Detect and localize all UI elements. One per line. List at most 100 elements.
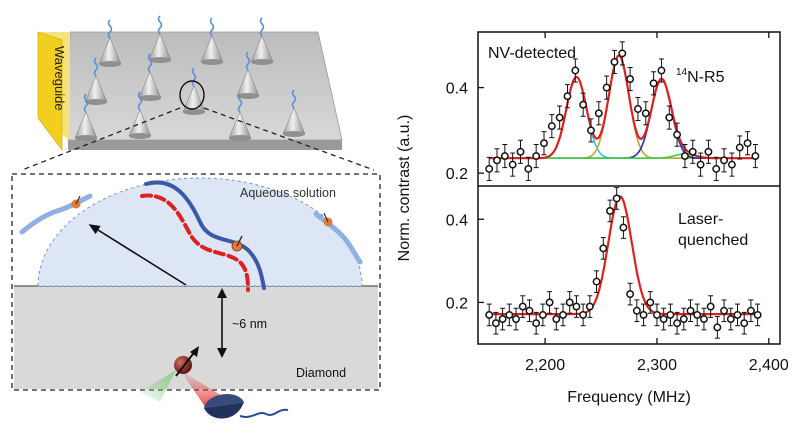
data-point [751, 144, 760, 169]
data-point [720, 299, 729, 323]
data-marker [665, 113, 674, 122]
data-marker [626, 75, 635, 84]
nanopillar [74, 93, 98, 141]
data-marker [743, 139, 752, 148]
nanopillar [138, 53, 162, 101]
data-marker [592, 277, 601, 286]
data-marker [746, 306, 755, 315]
data-marker [516, 147, 525, 156]
data-marker [572, 302, 581, 311]
data-point [500, 144, 509, 169]
data-marker [524, 164, 533, 173]
data-point [746, 299, 755, 323]
radius-arrow [88, 224, 187, 286]
data-marker [612, 194, 621, 203]
nanopillar [228, 93, 252, 141]
data-point [704, 139, 713, 164]
data-marker [673, 319, 682, 328]
data-point [518, 295, 527, 318]
nanopillar [236, 51, 260, 99]
data-point [525, 299, 534, 323]
data-marker [545, 298, 554, 307]
pillar-base [85, 99, 107, 105]
data-point [559, 303, 567, 327]
data-marker [619, 223, 628, 232]
pillar-base [183, 109, 205, 115]
data-marker [713, 323, 722, 332]
data-marker [751, 152, 760, 161]
data-point [735, 135, 744, 160]
data-point [485, 156, 494, 181]
data-marker [706, 302, 715, 311]
data-point [579, 303, 588, 327]
data-marker [532, 152, 541, 161]
data-point [753, 303, 762, 327]
data-marker [649, 79, 658, 88]
pillar-base [139, 95, 161, 101]
data-point [493, 148, 501, 173]
data-marker [500, 152, 509, 161]
highlight-circle [179, 80, 205, 110]
pillar-base [229, 135, 251, 141]
substrate-label: Diamond [296, 366, 346, 380]
data-point [733, 303, 742, 327]
data-marker [512, 315, 520, 324]
isotope-superscript: 14 [676, 67, 688, 78]
data-marker [525, 306, 534, 315]
data-marker [641, 109, 650, 118]
peak-name: N-R5 [687, 69, 724, 86]
data-point [679, 307, 688, 331]
chip-front-face [68, 140, 342, 150]
depth-label: ~6 nm [232, 317, 267, 331]
data-point [505, 303, 514, 327]
pillar-base [99, 61, 121, 67]
fit-component-line [489, 78, 758, 159]
data-point [498, 307, 507, 331]
data-point [696, 152, 705, 177]
data-marker [633, 105, 642, 113]
data-point [673, 311, 682, 335]
data-marker [704, 147, 713, 156]
nanopillar [200, 17, 224, 65]
pillar-base [75, 135, 97, 141]
data-point [688, 139, 697, 164]
data-point [619, 216, 628, 239]
dna-molecule [93, 57, 99, 77]
data-point [713, 316, 722, 339]
data-point [532, 144, 541, 169]
data-point [720, 148, 729, 173]
data-marker [485, 310, 494, 319]
solution-label: Aqueous solution [240, 186, 336, 200]
free-molecule-left [19, 193, 93, 235]
data-marker [735, 143, 744, 152]
data-point [618, 41, 627, 66]
data-point [485, 303, 494, 327]
detector-dome [204, 394, 244, 408]
dna-molecule [107, 19, 113, 39]
pillar-base [237, 93, 259, 99]
pillar-base [283, 131, 305, 137]
data-point [633, 96, 642, 122]
data-point [706, 295, 715, 318]
nv-spin-arrow [175, 349, 197, 377]
data-marker [538, 310, 547, 319]
fluorescence-beam [140, 370, 176, 402]
data-marker [610, 57, 619, 66]
top-panel: 0.2 0.4 [446, 41, 760, 183]
bottom-panel-annotation-line1: Laser- [678, 211, 723, 228]
data-point [585, 295, 594, 318]
data-marker [491, 319, 500, 328]
data-point [666, 303, 675, 327]
data-point [512, 307, 520, 331]
detector-body [204, 402, 244, 419]
dna-molecule [157, 15, 163, 35]
data-point [699, 307, 708, 331]
data-marker [712, 164, 721, 173]
dna-molecule [83, 93, 89, 113]
y-tick-label: 0.4 [446, 81, 468, 98]
data-point [524, 156, 533, 181]
data-point [579, 92, 588, 117]
data-point [612, 187, 621, 210]
data-marker [659, 315, 668, 324]
spin-label-center-arrow [236, 235, 243, 247]
